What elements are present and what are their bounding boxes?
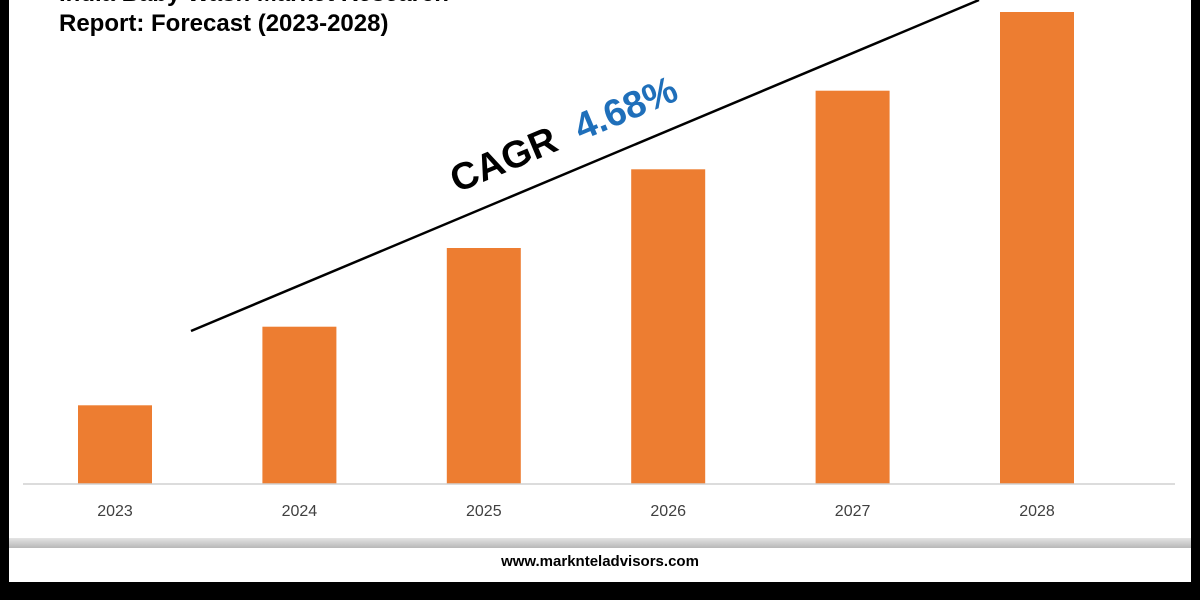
bar-chart: 2023 2024 2025 2026 2027 2028 CAGR 4.68% [23,0,1175,520]
footer-url: www.marknteladvisors.com [501,553,699,570]
x-tick-label-2026: 2026 [650,503,686,520]
bar-2025 [446,248,521,484]
x-tick-label-2023: 2023 [97,503,133,520]
x-tick-label-2027: 2027 [835,503,871,520]
chart-page: India Baby Wash Market Research Report: … [9,0,1191,582]
footer-divider [9,538,1191,548]
bar-2024 [262,326,337,484]
x-tick-label-2025: 2025 [466,503,502,520]
x-tick-labels: 2023 2024 2025 2026 2027 2028 [97,503,1055,520]
bars-group [78,12,1074,485]
bar-2026 [631,169,706,485]
chart-title: India Baby Wash Market Research Report: … [59,0,449,39]
chart-title-line-2: Report: Forecast (2023-2028) [59,10,389,37]
chart-title-line-1: India Baby Wash Market Research [59,0,449,9]
cagr-trend-line [190,0,980,333]
bar-2027 [815,90,890,484]
bar-2028 [1000,12,1074,484]
x-tick-label-2028: 2028 [1019,503,1055,520]
x-tick-label-2024: 2024 [282,503,318,520]
cagr-value: 4.68% [568,69,684,149]
bar-2023 [78,405,152,484]
cagr-prefix: CAGR [444,119,563,201]
